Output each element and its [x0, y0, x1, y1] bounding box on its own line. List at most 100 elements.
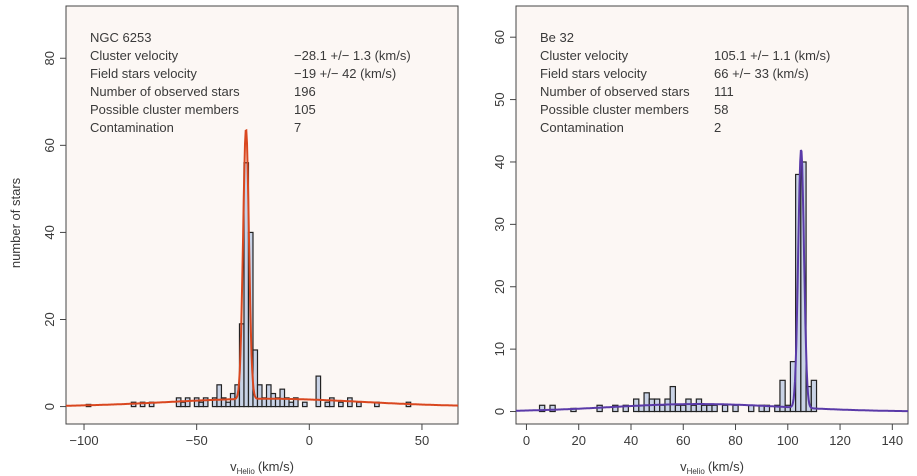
- histogram-bar: [711, 404, 718, 413]
- histogram-bar: [690, 404, 697, 413]
- histogram-bar: [695, 398, 703, 413]
- plot-area: [65, 5, 459, 425]
- x-axis-title-main: v: [230, 459, 237, 474]
- histogram-bar: [180, 401, 187, 408]
- x-axis-ticks: 0 20 40 60 80 100 120 140: [523, 424, 903, 448]
- x-axis-title: vHelio (km/s): [680, 459, 744, 476]
- info-value: 2: [714, 120, 721, 135]
- histogram-bar: [669, 385, 677, 413]
- x-tick-label: 80: [728, 433, 742, 448]
- y-tick-label: 50: [492, 92, 507, 106]
- info-value: 66 +/− 33 (km/s): [714, 66, 809, 81]
- x-tick-label: 0: [523, 433, 530, 448]
- histogram-bar: [292, 397, 299, 408]
- y-tick-label: 10: [492, 342, 507, 356]
- histogram-bar: [538, 404, 546, 413]
- histogram-bar: [732, 404, 739, 413]
- histogram-bar: [685, 398, 692, 413]
- x-tick-label: 140: [881, 433, 903, 448]
- y-tick-label: 40: [42, 225, 57, 239]
- y-tick-label: 0: [492, 408, 507, 415]
- x-axis-title-unit: (km/s): [708, 459, 744, 474]
- gaussian-fit-curve: [516, 149, 908, 413]
- info-value: 105.1 +/− 1.1 (km/s): [714, 48, 830, 63]
- info-label: Possible cluster members: [90, 102, 239, 117]
- histogram-bar: [337, 401, 344, 408]
- x-axis-title-main: v: [680, 459, 687, 474]
- histogram-bar: [659, 404, 666, 413]
- info-value: 105: [294, 102, 316, 117]
- y-tick-label: 30: [492, 217, 507, 231]
- x-tick-label: −50: [186, 433, 208, 448]
- info-value: −28.1 +/− 1.3 (km/s): [294, 48, 411, 63]
- histogram-bar: [288, 401, 295, 408]
- info-value: 7: [294, 120, 301, 135]
- histogram-bar: [800, 161, 807, 413]
- info-value: 111: [714, 84, 734, 99]
- histogram-bar: [256, 384, 263, 408]
- info-label: Possible cluster members: [540, 102, 689, 117]
- x-tick-label: 60: [676, 433, 690, 448]
- y-tick-label: 20: [42, 312, 57, 326]
- histogram-bar: [265, 384, 272, 408]
- info-block: Be 32 Cluster velocity 105.1 +/− 1.1 (km/…: [540, 30, 830, 135]
- x-axis-title-sub: Helio: [237, 467, 256, 476]
- y-axis-title: number of stars: [8, 177, 23, 268]
- histogram-bar: [612, 404, 619, 413]
- info-label: Cluster velocity: [540, 48, 629, 63]
- histogram-bar: [315, 375, 322, 408]
- info-label: Contamination: [540, 120, 624, 135]
- info-value: 196: [294, 84, 316, 99]
- info-value: 58: [714, 102, 728, 117]
- histogram-bar: [700, 404, 708, 413]
- histogram-bar: [674, 404, 682, 413]
- histogram-bar: [622, 404, 629, 413]
- histogram-bar: [301, 401, 308, 408]
- info-label: Number of observed stars: [90, 84, 240, 99]
- histogram-bar: [549, 404, 556, 413]
- x-tick-label: 50: [415, 433, 429, 448]
- cluster-name: NGC 6253: [90, 30, 151, 45]
- chart-panel-be32: 0 20 40 60 80 100 120 140 0 10 20 30 40 50 60 Be 32 C…: [492, 5, 909, 476]
- histogram-bar: [721, 404, 729, 413]
- histogram-bar: [356, 401, 362, 408]
- histogram-bar: [779, 379, 786, 413]
- info-block: NGC 6253 Cluster velocity −28.1 +/− 1.3 (…: [90, 30, 411, 135]
- y-tick-label: 0: [42, 403, 57, 410]
- x-tick-label: 120: [829, 433, 851, 448]
- x-tick-label: 100: [777, 433, 799, 448]
- y-tick-label: 20: [492, 280, 507, 294]
- info-label: Cluster velocity: [90, 48, 179, 63]
- histogram-bar: [198, 401, 205, 408]
- x-tick-label: −100: [69, 433, 98, 448]
- x-tick-label: 40: [624, 433, 638, 448]
- histogram-bar: [324, 401, 331, 408]
- histogram-bar: [270, 392, 277, 408]
- x-axis-ticks: −100 −50 0 50: [69, 424, 429, 448]
- cluster-name: Be 32: [540, 30, 574, 45]
- info-label: Contamination: [90, 120, 174, 135]
- y-tick-label: 60: [42, 138, 57, 152]
- histogram-bar: [202, 397, 209, 408]
- histogram-bar: [225, 401, 232, 408]
- histogram-bar: [328, 397, 335, 408]
- plot-area: [515, 5, 909, 425]
- x-axis-title: vHelio (km/s): [230, 459, 294, 476]
- info-value: −19 +/− 42 (km/s): [294, 66, 396, 81]
- y-axis-ticks: 0 10 20 30 40 50 60: [492, 30, 516, 415]
- y-tick-label: 80: [42, 51, 57, 65]
- x-tick-label: 0: [306, 433, 313, 448]
- chart-panel-ngc6253: −100 −50 0 50 0 20 40 60 80 NGC 6253 Cluster ve…: [42, 5, 459, 476]
- x-axis-title-sub: Helio: [687, 467, 706, 476]
- histogram-bar: [216, 384, 223, 408]
- histogram-bar: [706, 404, 713, 413]
- histogram-bar: [193, 397, 200, 408]
- gaussian-fit-curve: [65, 128, 458, 407]
- histogram-bar: [643, 392, 650, 413]
- histogram-bar: [680, 404, 687, 413]
- y-axis-ticks: 0 20 40 60 80: [42, 51, 66, 410]
- info-label: Field stars velocity: [540, 66, 647, 81]
- info-label: Number of observed stars: [540, 84, 690, 99]
- y-tick-label: 40: [492, 155, 507, 169]
- histogram-bar: [184, 397, 191, 408]
